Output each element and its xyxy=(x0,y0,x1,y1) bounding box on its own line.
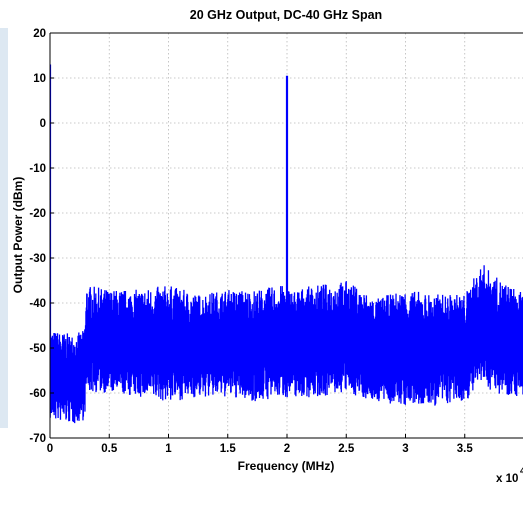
y-tick-label: -20 xyxy=(29,208,46,220)
y-tick-label: -40 xyxy=(29,298,46,310)
chart-title: 20 GHz Output, DC-40 GHz Span xyxy=(190,8,382,22)
y-tick-label: 0 xyxy=(40,118,46,130)
y-tick-label: -60 xyxy=(29,388,46,400)
y-tick-label: -10 xyxy=(29,163,46,175)
y-tick-label: -30 xyxy=(29,253,46,265)
x-tick-label: 1 xyxy=(165,443,172,455)
x-tick-label: 0.5 xyxy=(101,443,118,455)
x-tick-label: 1.5 xyxy=(220,443,237,455)
x-multiplier-exponent: 4 xyxy=(520,466,523,476)
series-power-trace xyxy=(50,64,523,424)
x-tick-label: 2 xyxy=(284,443,290,455)
x-tick-label: 2.5 xyxy=(338,443,355,455)
x-multiplier-label: x 10 xyxy=(496,473,518,485)
y-tick-label: -50 xyxy=(29,343,46,355)
y-tick-label: 10 xyxy=(33,73,46,85)
x-tick-label: 3 xyxy=(402,443,408,455)
y-tick-label: -70 xyxy=(29,433,46,445)
plot-area xyxy=(50,64,523,424)
x-axis-label: Frequency (MHz) xyxy=(238,459,335,473)
x-tick-label: 3.5 xyxy=(457,443,474,455)
x-tick-label: 0 xyxy=(47,443,53,455)
axes xyxy=(49,32,523,439)
left-edge-strip xyxy=(0,28,8,428)
y-tick-label: 20 xyxy=(33,28,46,40)
y-axis-label: Output Power (dBm) xyxy=(11,177,25,294)
